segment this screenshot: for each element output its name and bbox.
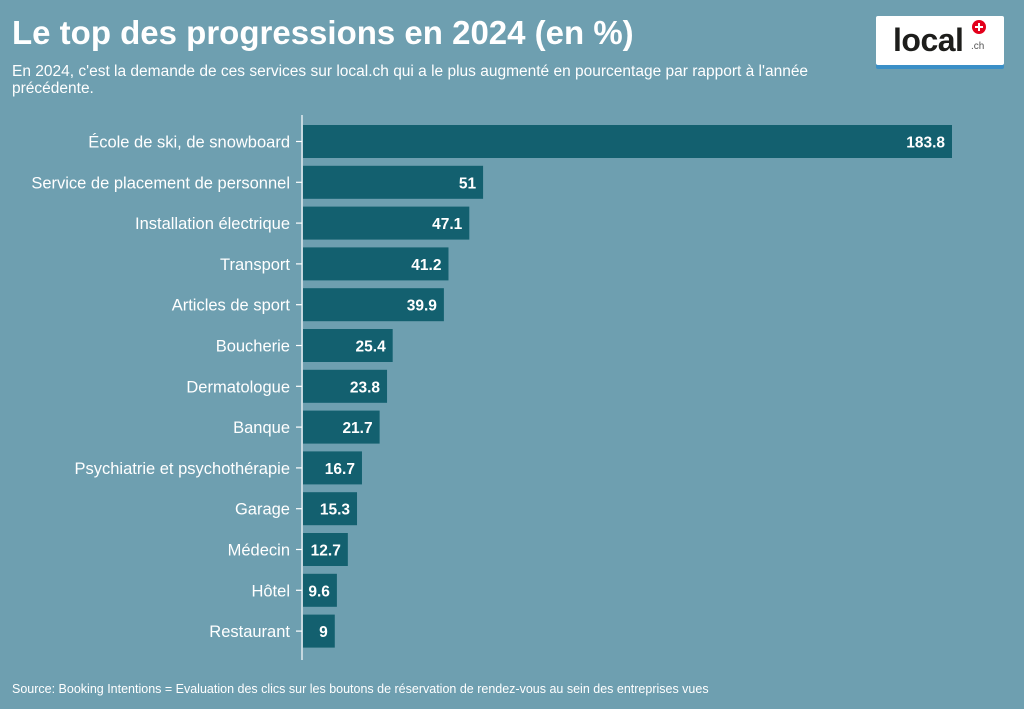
- category-label: École de ski, de snowboard: [88, 133, 290, 152]
- value-label: 12.7: [311, 543, 341, 560]
- bar: [303, 329, 393, 362]
- bar: [303, 247, 449, 281]
- bar: [303, 206, 470, 240]
- value-label: 39.9: [407, 298, 438, 315]
- bar: [303, 165, 484, 199]
- bar: [303, 492, 358, 526]
- bar: [303, 288, 444, 322]
- category-label: Installation électrique: [135, 215, 290, 233]
- value-label: 47.1: [432, 216, 463, 233]
- logo-wordmark: local: [893, 22, 964, 58]
- value-label: 9: [319, 624, 328, 641]
- category-label: Médecin: [228, 542, 290, 560]
- bar: [303, 125, 952, 158]
- chart-subtitle: En 2024, c'est la demande de ces service…: [12, 63, 809, 97]
- bar: [303, 369, 388, 403]
- source-note: Source: Booking Intentions = Evaluation …: [12, 682, 709, 696]
- category-label: Service de placement de personnel: [31, 174, 290, 192]
- bar: [303, 573, 337, 607]
- category-label: Boucherie: [216, 338, 290, 356]
- bar: [303, 410, 380, 444]
- value-label: 25.4: [356, 339, 387, 356]
- category-label: Garage: [235, 501, 290, 519]
- value-label: 41.2: [411, 257, 441, 274]
- bar: [303, 451, 362, 485]
- category-label: Dermatologue: [186, 378, 290, 396]
- logo-suffix: .ch: [971, 41, 985, 52]
- category-label: Hôtel: [251, 582, 290, 600]
- bar: [303, 614, 335, 648]
- category-label: Banque: [233, 419, 290, 437]
- value-label: 23.8: [350, 379, 381, 396]
- value-label: 21.7: [342, 420, 372, 437]
- value-label: 183.8: [906, 135, 945, 152]
- value-label: 15.3: [320, 502, 351, 519]
- value-label: 51: [459, 175, 477, 192]
- chart-title: Le top des progressions en 2024 (en %): [12, 14, 634, 51]
- local-ch-logo: local .ch: [876, 16, 1004, 65]
- bar: [303, 533, 348, 566]
- category-label: Transport: [220, 256, 290, 274]
- category-label: Psychiatrie et psychothérapie: [74, 460, 290, 478]
- category-label: Restaurant: [209, 623, 290, 641]
- swiss-cross-icon: [972, 20, 986, 34]
- value-label: 9.6: [308, 583, 330, 600]
- bar-chart: École de ski, de snowboard 183.8 Service d…: [31, 115, 952, 660]
- category-label: Articles de sport: [172, 297, 291, 315]
- value-label: 16.7: [325, 461, 355, 478]
